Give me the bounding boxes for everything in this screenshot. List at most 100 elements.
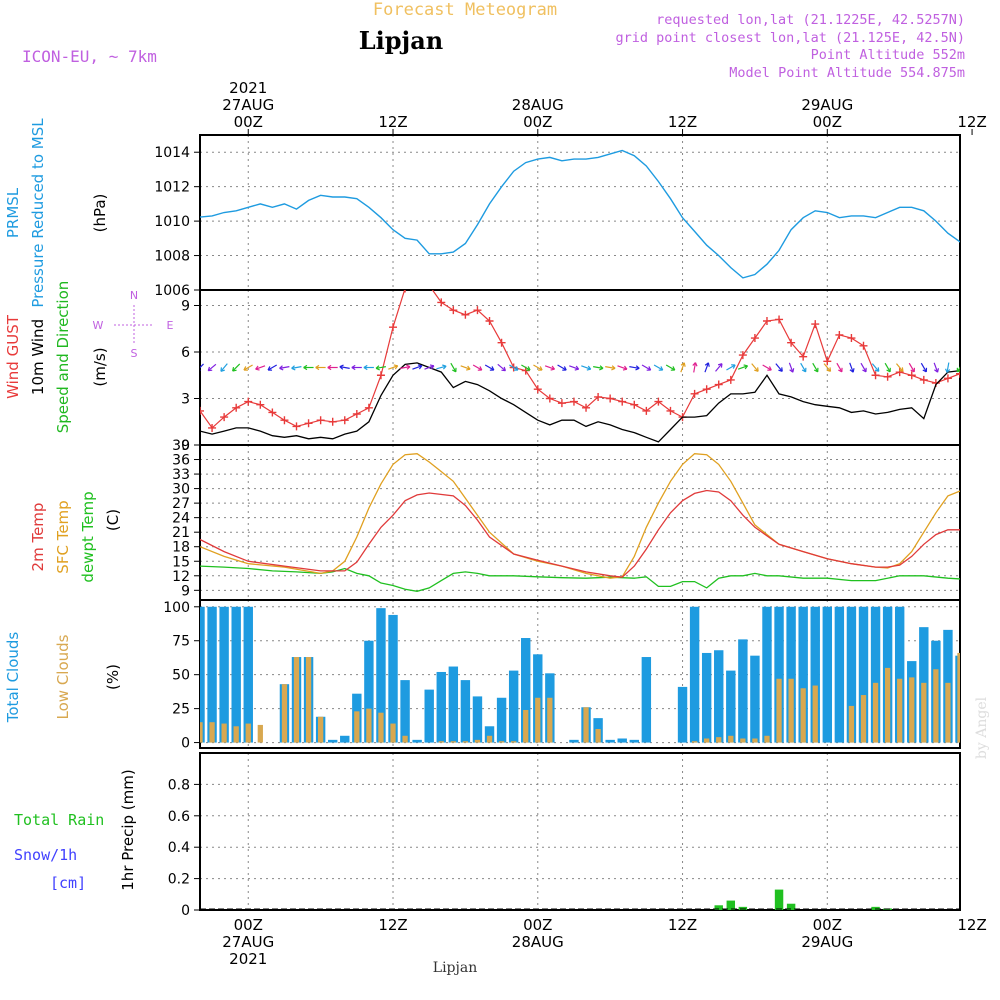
low-cloud-bar	[860, 695, 867, 743]
total-cloud-bar	[436, 671, 446, 743]
y-tick-label: 100	[163, 600, 190, 616]
wind-direction-head	[922, 367, 928, 373]
wind-direction-head	[406, 364, 411, 370]
wind-speed-line	[200, 362, 960, 443]
rain-bar	[774, 889, 784, 910]
total-cloud-bar	[858, 606, 869, 743]
wind-direction-arrow	[243, 364, 253, 371]
time-label-top: 29AUG	[801, 96, 853, 114]
wind-direction-head	[417, 364, 423, 370]
y-tick-label: 1014	[154, 145, 190, 161]
wind-direction-arrow	[581, 365, 591, 370]
total-cloud-bar	[870, 606, 881, 743]
y-tick-label: 30	[172, 482, 190, 498]
total-cloud-bar	[677, 686, 688, 743]
wind-direction-arrow	[871, 363, 880, 372]
gust-marker	[340, 416, 349, 425]
low-cloud-bar	[535, 697, 541, 743]
wind-direction-head	[489, 366, 495, 371]
wind-direction-head	[466, 365, 471, 371]
gust-marker	[316, 416, 325, 425]
wind-direction-head	[327, 364, 332, 371]
total-cloud-bar	[714, 650, 724, 743]
wind-direction-head	[717, 363, 723, 368]
panel-frame	[199, 752, 961, 911]
gust-marker	[232, 403, 241, 412]
low-cloud-bar	[486, 735, 493, 743]
total-cloud-bar	[472, 696, 483, 743]
low-cloud-bar	[450, 741, 456, 743]
total-cloud-bar	[894, 606, 905, 743]
wind-direction-head	[255, 365, 260, 371]
panel-label: SFC Temp	[54, 500, 72, 573]
compass-e: E	[167, 319, 174, 332]
wind-direction-head	[646, 366, 652, 371]
wind-direction-arrow	[220, 363, 228, 372]
wind-direction-head	[767, 366, 772, 371]
gust-marker	[545, 394, 554, 403]
total-cloud-bar	[508, 670, 519, 743]
wind-direction-head	[526, 366, 531, 371]
gust-marker	[980, 314, 988, 322]
time-label-bottom: 12Z	[957, 916, 986, 934]
y-axis-label: 1hr Precip (mm)	[119, 769, 137, 890]
low-cloud-bar	[909, 677, 915, 743]
gust-marker	[594, 392, 603, 401]
wind-direction-head	[393, 364, 399, 370]
total-cloud-bar	[496, 697, 507, 743]
wind-direction-arrow	[424, 365, 435, 370]
low-cloud-bar	[209, 722, 215, 743]
gust-marker	[726, 375, 735, 384]
wind-direction-head	[692, 362, 698, 367]
wind-direction-head	[267, 366, 273, 371]
wind-direction-arrow	[629, 366, 640, 369]
low-cloud-bar	[511, 741, 517, 743]
wind-direction-head	[743, 364, 749, 370]
wind-direction-head	[339, 364, 344, 370]
y-axis-label: (%)	[104, 664, 122, 690]
wind-direction-arrow	[291, 366, 302, 369]
wind-direction-arrow	[375, 366, 386, 369]
wind-direction-arrow	[544, 365, 555, 370]
y-tick-label: 0.6	[168, 809, 190, 825]
time-label-top: 12Z	[957, 113, 986, 131]
wind-direction-arrow	[693, 362, 697, 373]
wind-direction-head	[754, 367, 759, 372]
gust-marker	[533, 385, 542, 394]
low-cloud-bar	[921, 682, 927, 743]
wind-direction-arrow	[737, 365, 748, 370]
wind-direction-arrow	[484, 364, 495, 371]
low-cloud-bar	[438, 741, 444, 743]
clouds-panel: 0 25 50 75 100 Total Clouds Low Clouds (%)	[4, 599, 961, 752]
point-altitude: Point Altitude 552m	[811, 47, 965, 63]
y-tick-label: 9	[181, 583, 190, 599]
y-tick-label: 24	[172, 511, 190, 527]
wind-direction-arrow	[509, 364, 519, 371]
gust-marker	[606, 394, 615, 403]
wind-direction-head	[622, 365, 628, 371]
low-cloud-bar	[257, 724, 263, 743]
y-tick-label: 3	[181, 392, 190, 408]
gust-marker	[811, 320, 820, 329]
wind-direction-head	[971, 368, 975, 372]
panel-label: 2m Temp	[29, 503, 47, 572]
total-rain-label: Total Rain	[14, 811, 104, 829]
wind-direction-arrow	[726, 364, 736, 371]
low-cloud-bar	[354, 711, 360, 743]
gust-marker	[256, 400, 265, 409]
wind-direction-arrow	[653, 364, 664, 371]
total-cloud-bar	[689, 606, 700, 743]
low-cloud-bar	[583, 707, 589, 743]
time-label-top: 00Z	[234, 113, 263, 131]
model-label: ICON-EU, ~ 7km	[22, 47, 157, 66]
precip-bars	[200, 889, 960, 910]
wind-direction-head	[291, 365, 296, 371]
gust-marker	[425, 281, 433, 289]
low-cloud-bar	[366, 708, 372, 743]
low-cloud-bar	[788, 678, 794, 743]
wind-direction-arrow	[836, 362, 843, 373]
gust-marker	[738, 351, 747, 360]
gust-marker	[799, 352, 808, 361]
